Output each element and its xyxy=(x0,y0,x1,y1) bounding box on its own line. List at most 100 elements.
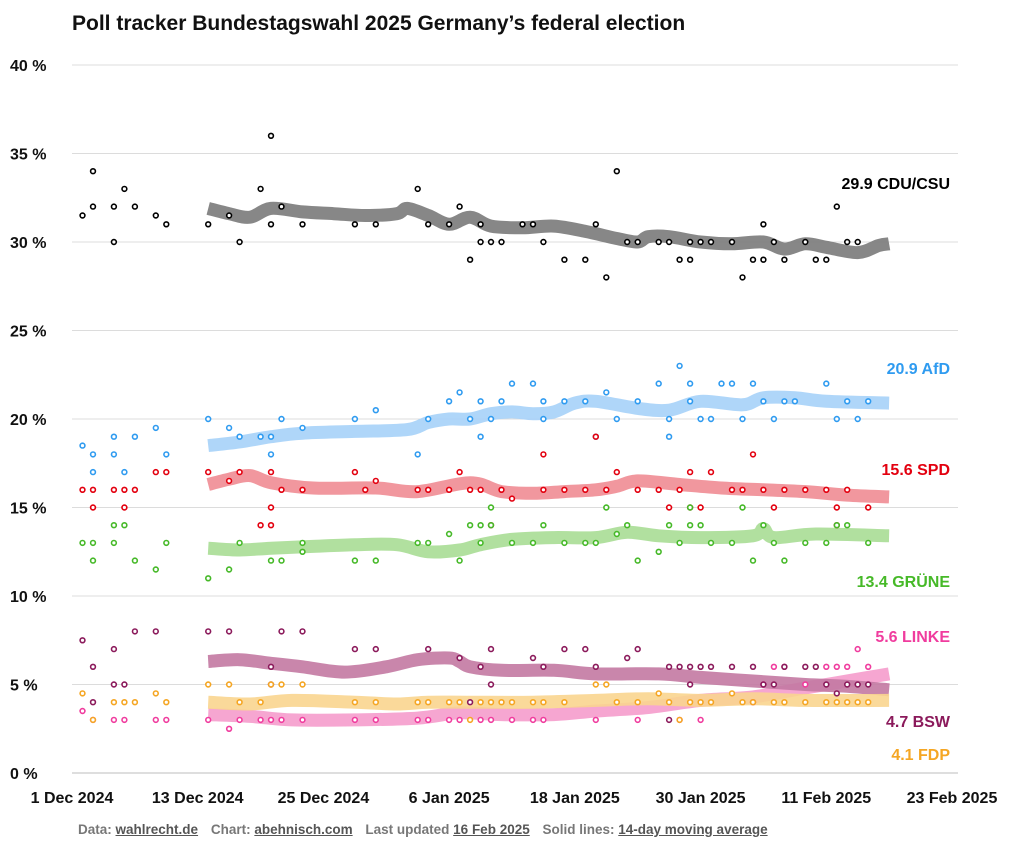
poll-point xyxy=(854,698,861,706)
poll-point xyxy=(121,698,128,706)
poll-point xyxy=(802,663,809,670)
poll-point xyxy=(540,238,547,246)
poll-point xyxy=(603,681,610,688)
poll-point xyxy=(529,539,537,547)
poll-point xyxy=(686,521,694,529)
poll-point xyxy=(267,468,275,476)
poll-point xyxy=(110,681,118,688)
poll-point xyxy=(351,415,359,423)
poll-point xyxy=(508,380,516,387)
poll-point xyxy=(89,539,97,547)
poll-point xyxy=(110,203,118,210)
poll-point xyxy=(686,681,694,688)
poll-point xyxy=(697,698,704,706)
poll-point xyxy=(425,645,432,653)
poll-points xyxy=(79,132,872,732)
poll-point xyxy=(205,575,212,582)
poll-point xyxy=(582,645,589,653)
poll-point xyxy=(676,362,683,370)
trend-line-linke xyxy=(207,667,891,727)
poll-point xyxy=(540,716,547,724)
poll-point xyxy=(843,486,851,493)
poll-point xyxy=(299,539,306,547)
poll-point xyxy=(267,521,275,529)
poll-point xyxy=(760,486,767,493)
poll-point xyxy=(833,203,840,210)
poll-point xyxy=(278,628,285,635)
poll-point xyxy=(728,380,736,387)
poll-point xyxy=(707,415,715,423)
poll-point xyxy=(634,238,641,246)
poll-point xyxy=(665,716,673,724)
poll-point xyxy=(466,698,474,706)
poll-point xyxy=(802,681,809,688)
footer-updated-value: 16 Feb 2025 xyxy=(453,822,530,837)
poll-point xyxy=(445,398,453,405)
poll-point xyxy=(466,486,474,493)
poll-point xyxy=(519,221,526,228)
poll-point xyxy=(739,698,746,706)
poll-point xyxy=(278,203,285,210)
poll-point xyxy=(854,238,861,246)
poll-point xyxy=(603,389,610,396)
poll-point xyxy=(508,539,516,547)
y-tick-label: 15 % xyxy=(10,501,46,518)
poll-point xyxy=(89,203,97,210)
poll-point xyxy=(760,521,767,529)
poll-point xyxy=(372,221,379,228)
poll-point xyxy=(634,716,641,724)
poll-point xyxy=(79,690,86,697)
footer-data-link[interactable]: wahlrecht.de xyxy=(115,822,199,837)
poll-point xyxy=(508,716,516,724)
poll-point xyxy=(864,504,872,511)
poll-point xyxy=(163,221,170,228)
poll-point xyxy=(540,521,547,529)
poll-point xyxy=(414,486,421,493)
poll-point xyxy=(372,645,379,653)
poll-point xyxy=(623,654,631,662)
poll-point xyxy=(749,451,757,458)
poll-point xyxy=(205,716,212,724)
poll-point xyxy=(372,477,379,485)
poll-point xyxy=(466,716,474,724)
poll-point xyxy=(299,628,306,635)
x-tick-label: 30 Jan 2025 xyxy=(656,790,746,807)
poll-point xyxy=(205,628,212,635)
y-tick-label: 25 % xyxy=(10,324,46,341)
poll-point xyxy=(781,256,788,263)
poll-point xyxy=(267,451,275,458)
poll-point xyxy=(592,539,599,547)
footer-lines-value: 14-day moving average xyxy=(618,822,768,837)
trend-line-gr-ne xyxy=(207,522,890,559)
poll-point xyxy=(477,698,484,706)
poll-point xyxy=(498,486,505,493)
poll-point xyxy=(225,725,233,732)
poll-point xyxy=(686,663,694,670)
poll-point xyxy=(770,504,778,511)
poll-point xyxy=(487,504,495,511)
poll-point xyxy=(833,504,840,511)
poll-point xyxy=(487,521,495,529)
poll-point xyxy=(299,548,306,555)
poll-point xyxy=(152,628,160,635)
poll-point xyxy=(739,504,746,511)
poll-point xyxy=(843,681,851,688)
poll-point xyxy=(79,486,86,493)
poll-point xyxy=(456,716,463,724)
poll-point xyxy=(812,663,819,670)
series-label-linke: 5.6 LINKE xyxy=(875,629,950,646)
poll-point xyxy=(225,628,233,635)
poll-point xyxy=(665,663,673,670)
footer-chart-link[interactable]: abehnisch.com xyxy=(254,822,353,837)
poll-point xyxy=(477,238,484,246)
poll-point xyxy=(205,415,212,423)
poll-point xyxy=(582,398,589,405)
poll-point xyxy=(728,238,736,246)
poll-point xyxy=(561,256,568,263)
poll-point xyxy=(225,477,233,485)
poll-point xyxy=(121,185,128,193)
poll-point xyxy=(540,415,547,423)
poll-point xyxy=(833,521,840,529)
poll-point xyxy=(89,698,97,706)
poll-point xyxy=(707,238,715,246)
